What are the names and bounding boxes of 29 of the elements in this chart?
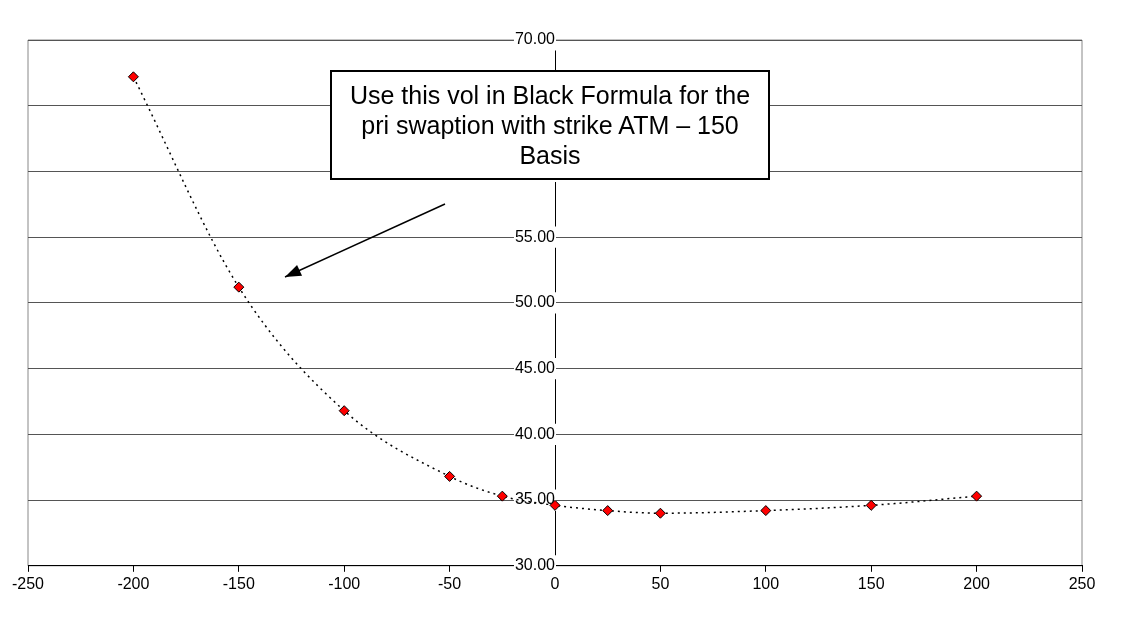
y-tick-label: 50.00 <box>514 293 556 311</box>
point <box>496 490 508 502</box>
y-tick-label: 35.00 <box>514 490 556 508</box>
point <box>654 507 666 519</box>
y-tick-label: 70.00 <box>514 30 556 48</box>
point <box>127 71 139 83</box>
y-tick-label: 55.00 <box>514 227 556 245</box>
x-tick-label: -100 <box>328 574 361 592</box>
x-tick-label: 250 <box>1068 574 1096 592</box>
point <box>602 505 614 517</box>
x-tick-label: -150 <box>222 574 255 592</box>
point <box>338 405 350 417</box>
point <box>760 505 772 517</box>
x-tick-label: 150 <box>857 574 885 592</box>
x-tick-label: -50 <box>438 574 462 592</box>
x-tick-label: 100 <box>752 574 780 592</box>
x-tick-label: -250 <box>11 574 45 592</box>
y-tick-label: 30.00 <box>514 556 556 574</box>
y-tick-label: 45.00 <box>514 359 556 377</box>
annotation: Use this vol in Black Formula for the pri swaption with strike ATM – 150 Basis <box>330 70 770 180</box>
point <box>865 499 877 511</box>
x-tick-label: 50 <box>651 574 670 592</box>
x-tick-label: -200 <box>117 574 150 592</box>
point <box>233 281 245 293</box>
x-tick-label: 0 <box>550 574 560 592</box>
point <box>444 470 456 482</box>
y-tick-label: 40.00 <box>514 424 556 442</box>
point <box>971 490 983 502</box>
x-tick-label: 200 <box>963 574 991 592</box>
